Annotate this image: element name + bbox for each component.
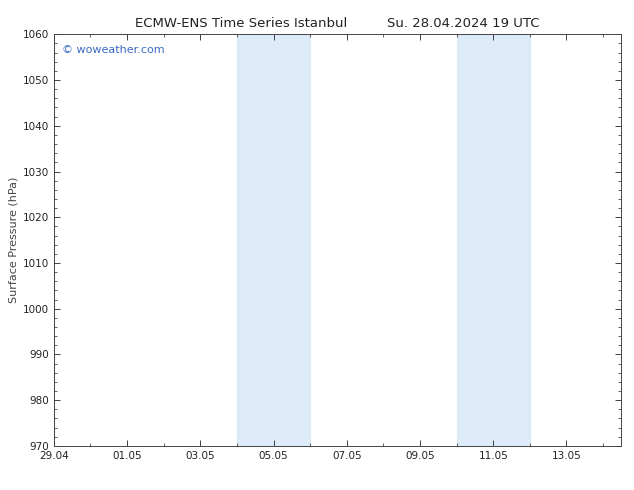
Text: © woweather.com: © woweather.com [62, 45, 165, 54]
Bar [456, 34, 530, 446]
Y-axis label: Surface Pressure (hPa): Surface Pressure (hPa) [9, 177, 18, 303]
Text: Su. 28.04.2024 19 UTC: Su. 28.04.2024 19 UTC [387, 17, 539, 30]
Text: ECMW-ENS Time Series Istanbul: ECMW-ENS Time Series Istanbul [135, 17, 347, 30]
Bar [237, 34, 310, 446]
